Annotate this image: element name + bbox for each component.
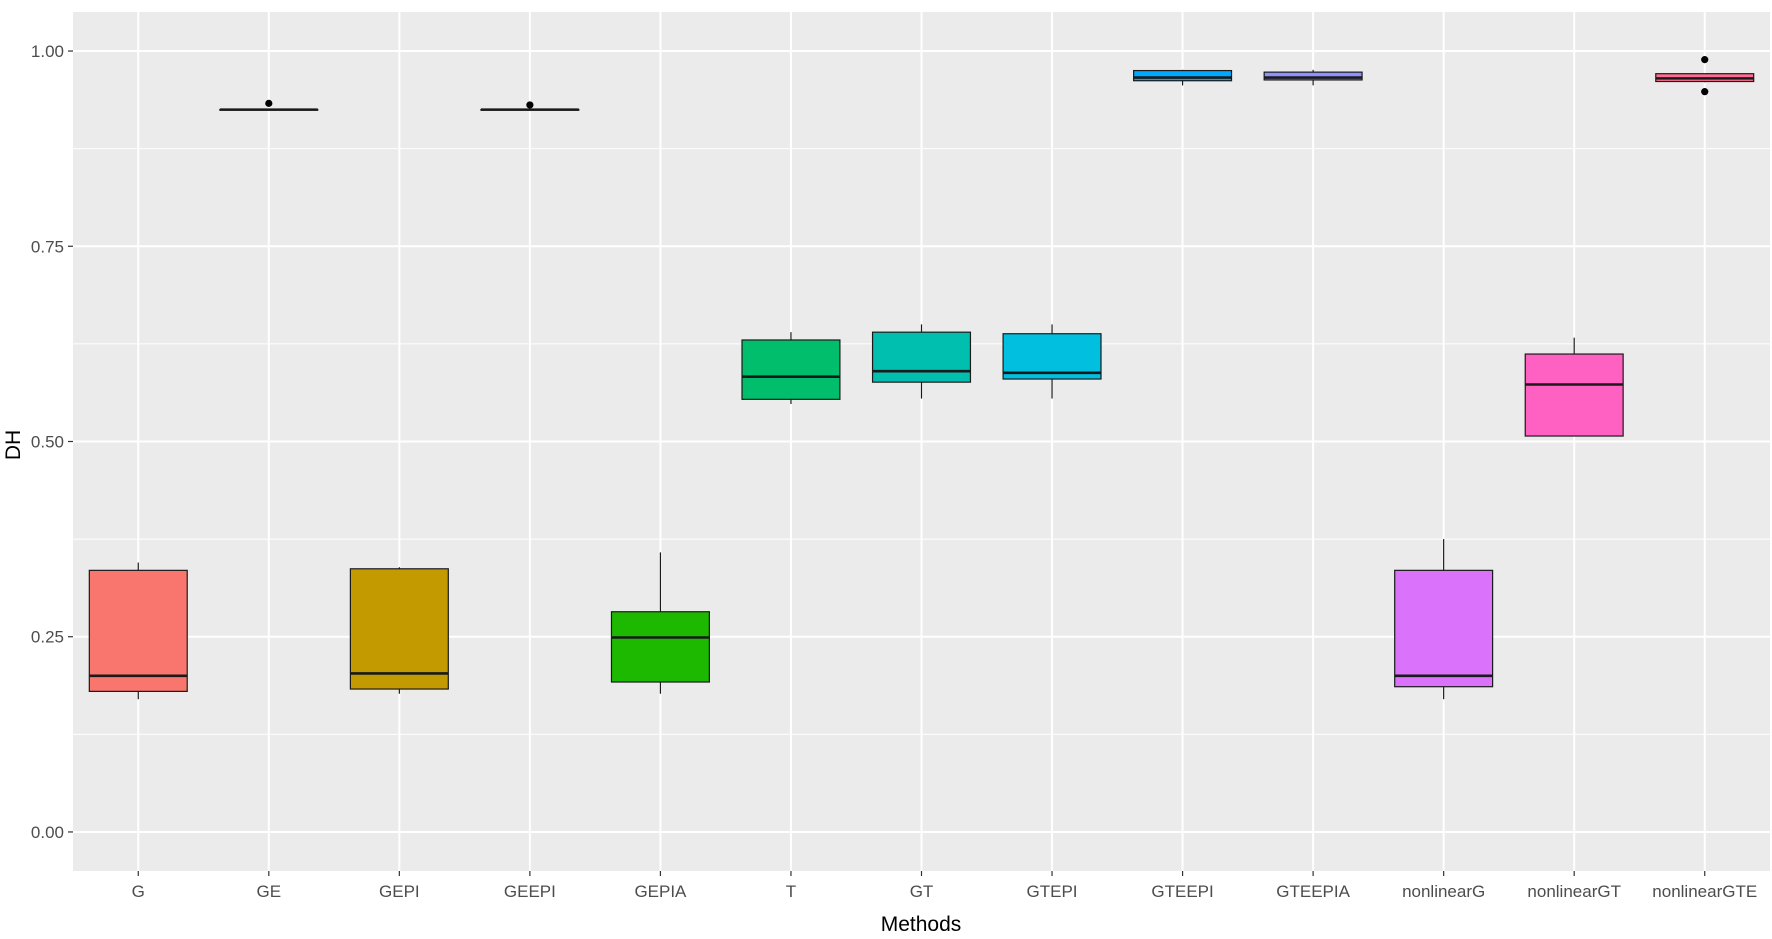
x-tick-label: nonlinearG bbox=[1402, 882, 1485, 901]
y-tick-label: 0.25 bbox=[31, 628, 64, 647]
y-axis: 0.00 0.25 0.50 0.75 1.00 bbox=[31, 42, 73, 842]
box-body bbox=[349, 568, 449, 690]
x-tick-label: GE bbox=[257, 882, 282, 901]
box-GT bbox=[871, 324, 972, 399]
box-body bbox=[610, 611, 710, 683]
y-tick-label: 0.50 bbox=[31, 433, 64, 452]
box-nonlinearGT bbox=[1524, 337, 1624, 437]
box-nonlinearGTE bbox=[1655, 56, 1755, 96]
x-tick-label: GEPIA bbox=[634, 882, 687, 901]
box-body bbox=[1002, 333, 1102, 380]
y-axis-title: DH bbox=[2, 430, 25, 460]
box-GEPIA bbox=[610, 552, 710, 694]
outlier-point bbox=[1701, 56, 1709, 64]
x-tick-label: G bbox=[132, 882, 145, 901]
box-GTEEPI bbox=[1133, 69, 1233, 86]
x-tick-label: GEEPI bbox=[504, 882, 556, 901]
box-G bbox=[88, 562, 188, 700]
x-axis-title: Methods bbox=[881, 913, 962, 936]
grid-major bbox=[73, 12, 1770, 871]
box-GE bbox=[219, 99, 319, 111]
box-body bbox=[741, 339, 841, 400]
box-body bbox=[88, 569, 188, 692]
box-body bbox=[1133, 69, 1233, 82]
outlier-point bbox=[1701, 88, 1709, 96]
x-tick-label: GT bbox=[910, 882, 934, 901]
box-body bbox=[1524, 353, 1624, 437]
x-tick-label: T bbox=[786, 882, 796, 901]
box-GEEPI bbox=[480, 101, 580, 111]
x-tick-label: nonlinearGTE bbox=[1652, 882, 1757, 901]
y-tick-label: 0.75 bbox=[31, 237, 64, 256]
box-GEPI bbox=[349, 567, 449, 694]
outlier-point bbox=[526, 101, 534, 109]
box-nonlinearG bbox=[1394, 539, 1494, 700]
y-tick-label: 0.00 bbox=[31, 823, 64, 842]
x-tick-label: GTEPI bbox=[1027, 882, 1078, 901]
box-GTEPI bbox=[1002, 324, 1102, 399]
box-body bbox=[871, 331, 972, 383]
x-tick-label: GEPI bbox=[379, 882, 420, 901]
box-body bbox=[1394, 569, 1494, 688]
x-tick-label: GTEEPIA bbox=[1276, 882, 1350, 901]
box-GTEEPIA bbox=[1263, 69, 1363, 86]
x-tick-label: nonlinearGT bbox=[1527, 882, 1621, 901]
y-tick-label: 1.00 bbox=[31, 42, 64, 61]
box-T bbox=[741, 332, 841, 405]
boxes bbox=[88, 56, 1755, 700]
outlier-point bbox=[265, 99, 273, 107]
x-tick-label: GTEEPI bbox=[1151, 882, 1213, 901]
box-body bbox=[1263, 71, 1363, 81]
x-axis: G GE GEPI GEEPI GEPIA T GT GTEPI GTEEPI GTEEPIA no… bbox=[132, 871, 1757, 901]
